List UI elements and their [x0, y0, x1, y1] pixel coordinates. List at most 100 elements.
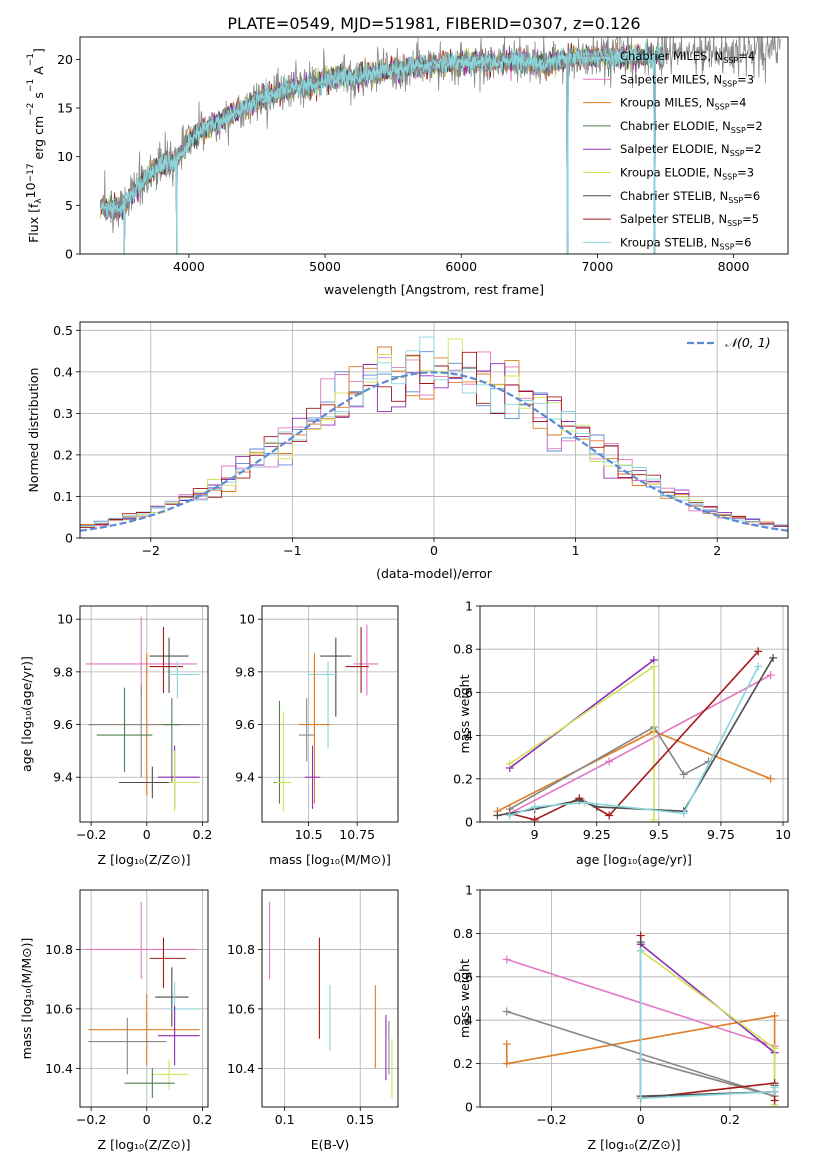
weight-marker [649, 662, 658, 671]
weight_vs_age-series [493, 647, 778, 822]
age_vs_Z-points [85, 616, 200, 812]
weight-marker [530, 802, 539, 811]
x-tick-label: 5000 [309, 259, 341, 274]
x-tick-label: 0.2 [192, 827, 212, 842]
x-tick-label: 1 [572, 543, 580, 558]
x-tick-label: 9.25 [583, 827, 611, 842]
age_vs_mass-frame [261, 605, 399, 823]
weight_vs_Z-series [502, 931, 779, 1107]
y-tick-label: 0.6 [453, 969, 473, 984]
y-tick-label: 10.4 [45, 1061, 73, 1076]
x-tick-label: 8000 [718, 259, 750, 274]
x-tick-label: −0.2 [76, 827, 106, 842]
legend-entry: Chabrier STELIB, NSSP=6 [620, 189, 760, 205]
y-tick-label: 1 [465, 599, 473, 614]
weight-marker [636, 946, 645, 955]
y-tick-label: 10.4 [227, 1061, 255, 1076]
weight-marker [679, 770, 688, 779]
y-axis-label: Flux [fλ10−17 erg cm−2 s−1 A−1] [23, 48, 46, 243]
x-tick-label: 9 [531, 827, 539, 842]
x-tick-label: 0 [143, 827, 151, 842]
weight-marker [493, 811, 502, 820]
x-tick-label: 10.75 [339, 827, 375, 842]
x-tick-label: 0.15 [346, 1112, 374, 1127]
y-tick-label: 20 [57, 52, 73, 67]
y-tick-label: 9.4 [53, 770, 73, 785]
y-axis-label: Normed distribution [26, 368, 41, 493]
weight_vs_age-frame [479, 605, 789, 823]
y-tick-label: 1 [465, 883, 473, 898]
residuals-axes: −2 −1 0 1 2 0 0.1 0.2 0.3 0.4 0.5 [53, 322, 788, 558]
y-tick-label: 0.2 [453, 771, 473, 786]
y-tick-label: 9.6 [53, 717, 73, 732]
weight-marker [770, 1083, 779, 1092]
weight-marker [502, 955, 511, 964]
x-tick-label: −0.2 [76, 1112, 106, 1127]
x-tick-label: 9.75 [707, 827, 735, 842]
weight-line [509, 659, 655, 769]
y-axis-label: mass [log₁₀(M/M⊙)] [19, 938, 34, 1060]
spectrum-model-top [100, 41, 663, 254]
y-tick-label: 0 [65, 531, 73, 546]
x-axis-label: Z [log₁₀(Z/Z⊙)] [98, 852, 191, 867]
y-tick-label: 0.2 [453, 1056, 473, 1071]
spectrum-legend: Chabrier MILES, NSSP=4 Salpeter MILES, NS… [583, 49, 763, 251]
weight-marker [580, 798, 589, 807]
weight-marker [636, 1094, 645, 1103]
y-tick-label: 0 [465, 815, 473, 830]
y-axis-label: mass weight [457, 959, 472, 1038]
weight-marker [766, 774, 775, 783]
y-tick-label: 0.4 [453, 728, 473, 743]
legend-entry: Kroupa MILES, NSSP=4 [620, 96, 746, 112]
mass_vs_ebv-axes: 0.1 0.15 10.4 10.6 10.8 [227, 890, 398, 1127]
normal-curve [80, 371, 788, 532]
x-axis-label: age [log₁₀(age/yr)] [576, 852, 692, 867]
spectrum-frame [79, 36, 789, 255]
y-tick-label: 0 [465, 1100, 473, 1115]
weight-marker [530, 815, 539, 822]
weight-marker [769, 653, 778, 662]
histogram-series [80, 336, 788, 529]
residuals-frame [79, 321, 789, 539]
age_vs_mass-points [273, 624, 379, 812]
histogram-lines [80, 336, 788, 532]
legend-entry: Salpeter ELODIE, NSSP=2 [620, 142, 762, 158]
weight-marker [636, 938, 645, 947]
x-tick-label: 7000 [581, 259, 613, 274]
weight-marker [766, 671, 775, 680]
y-tick-label: 0.2 [53, 447, 73, 462]
weight-marker [679, 809, 688, 818]
age_vs_mass-axes: 10.5 10.75 9.4 9.6 9.8 10 [235, 606, 398, 842]
y-tick-label: 5 [65, 198, 73, 213]
y-tick-label: 0.5 [53, 323, 73, 338]
legend-entry: Chabrier MILES, NSSP=4 [620, 49, 755, 65]
weight-marker [770, 1011, 779, 1020]
x-axis-label: mass [log₁₀(M/M⊙)] [269, 852, 391, 867]
y-tick-label: 9.8 [235, 664, 255, 679]
y-tick-label: 9.8 [53, 664, 73, 679]
weight-marker [505, 811, 514, 820]
x-tick-label: 0.1 [275, 1112, 295, 1127]
weight_vs_Z-frame [479, 889, 789, 1108]
y-tick-label: 9.4 [235, 770, 255, 785]
y-tick-label: 0.3 [53, 406, 73, 421]
y-axis-label: mass weight [457, 674, 472, 753]
y-tick-label: 10.6 [45, 1001, 73, 1016]
x-tick-label: 2 [713, 543, 721, 558]
x-tick-label: 0.2 [192, 1112, 212, 1127]
weight-marker [770, 1044, 779, 1053]
y-tick-label: 10.6 [227, 1001, 255, 1016]
legend-entry: Kroupa ELODIE, NSSP=3 [620, 166, 754, 182]
x-axis-label: Z [log₁₀(Z/Z⊙)] [588, 1137, 681, 1152]
y-tick-label: 10 [57, 612, 73, 627]
y-tick-label: 15 [57, 101, 73, 116]
legend-entry: Salpeter STELIB, NSSP=5 [620, 212, 759, 228]
legend-entry: Kroupa STELIB, NSSP=6 [620, 235, 751, 251]
figure-title: PLATE=0549, MJD=51981, FIBERID=0307, z=0… [227, 14, 640, 33]
x-tick-label: 0 [430, 543, 438, 558]
y-tick-label: 0.8 [453, 926, 473, 941]
y-tick-label: 0.8 [453, 642, 473, 657]
y-tick-label: 0 [65, 247, 73, 262]
weight-marker [754, 662, 763, 671]
